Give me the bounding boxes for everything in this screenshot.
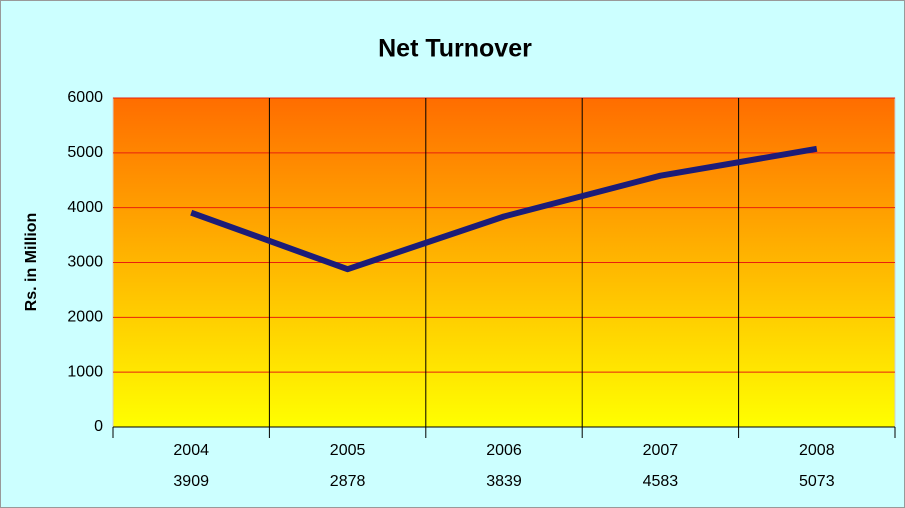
chart-title: Net Turnover: [378, 35, 532, 63]
y-tick-label: 2000: [67, 309, 103, 326]
x-tick-label: 2004: [173, 442, 209, 459]
data-label: 2878: [330, 473, 366, 490]
y-tick-label: 6000: [67, 89, 103, 106]
x-tick-label: 2005: [330, 442, 366, 459]
data-label: 5073: [799, 473, 835, 490]
x-tick-label: 2008: [799, 442, 835, 459]
y-axis-label: Rs. in Million: [23, 213, 40, 312]
y-tick-label: 0: [94, 418, 103, 435]
data-label: 3909: [173, 473, 209, 490]
x-tick-label: 2007: [643, 442, 679, 459]
y-tick-label: 1000: [67, 363, 103, 380]
x-tick-label: 2006: [486, 442, 522, 459]
y-tick-label: 5000: [67, 144, 103, 161]
series-line: [190, 145, 818, 273]
data-label: 3839: [486, 473, 522, 490]
data-label: 4583: [643, 473, 679, 490]
y-tick-label: 4000: [67, 199, 103, 216]
y-tick-label: 3000: [67, 254, 103, 271]
